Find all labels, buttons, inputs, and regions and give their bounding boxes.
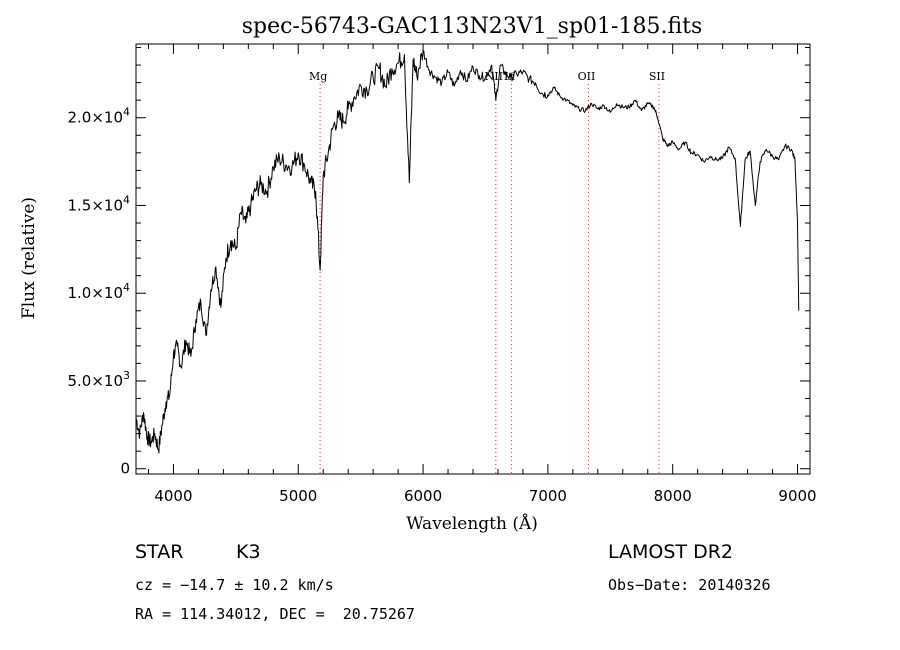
x-tick-label: 9000 [778, 487, 816, 505]
chart-title: spec-56743-GAC113N23V1_sp01-185.fits [242, 14, 703, 39]
y-tick-label: 5.0×103 [67, 369, 130, 390]
line-label-sii: SII [649, 70, 665, 83]
survey-name: LAMOST DR2 [608, 541, 733, 563]
observation-date: Obs−Date: 20140326 [608, 576, 771, 594]
y-tick-label: 1.5×104 [67, 193, 130, 214]
y-tick-label: 1.0×104 [67, 281, 130, 302]
object-subclass: K3 [236, 541, 261, 563]
x-tick-label: 5000 [279, 487, 317, 505]
spectrum-line [135, 50, 800, 454]
y-tick-label: 0 [120, 460, 130, 478]
y-axis-label: Flux (relative) [19, 197, 39, 319]
y-tick-label: 2.0×104 [67, 106, 130, 127]
object-class: STAR [135, 541, 184, 563]
x-tick-label: 6000 [404, 487, 442, 505]
line-label-mg: Mg [309, 70, 327, 83]
line-label-oii: OII [578, 70, 596, 83]
x-axis-label: Wavelength (Å) [406, 513, 538, 534]
coordinates: RA = 114.34012, DEC = 20.75267 [135, 605, 415, 623]
redshift-cz: cz = −14.7 ± 10.2 km/s [135, 576, 334, 594]
plot-frame [135, 43, 811, 475]
x-tick-label: 4000 [154, 487, 192, 505]
x-tick-label: 7000 [529, 487, 567, 505]
x-tick-label: 8000 [654, 487, 692, 505]
